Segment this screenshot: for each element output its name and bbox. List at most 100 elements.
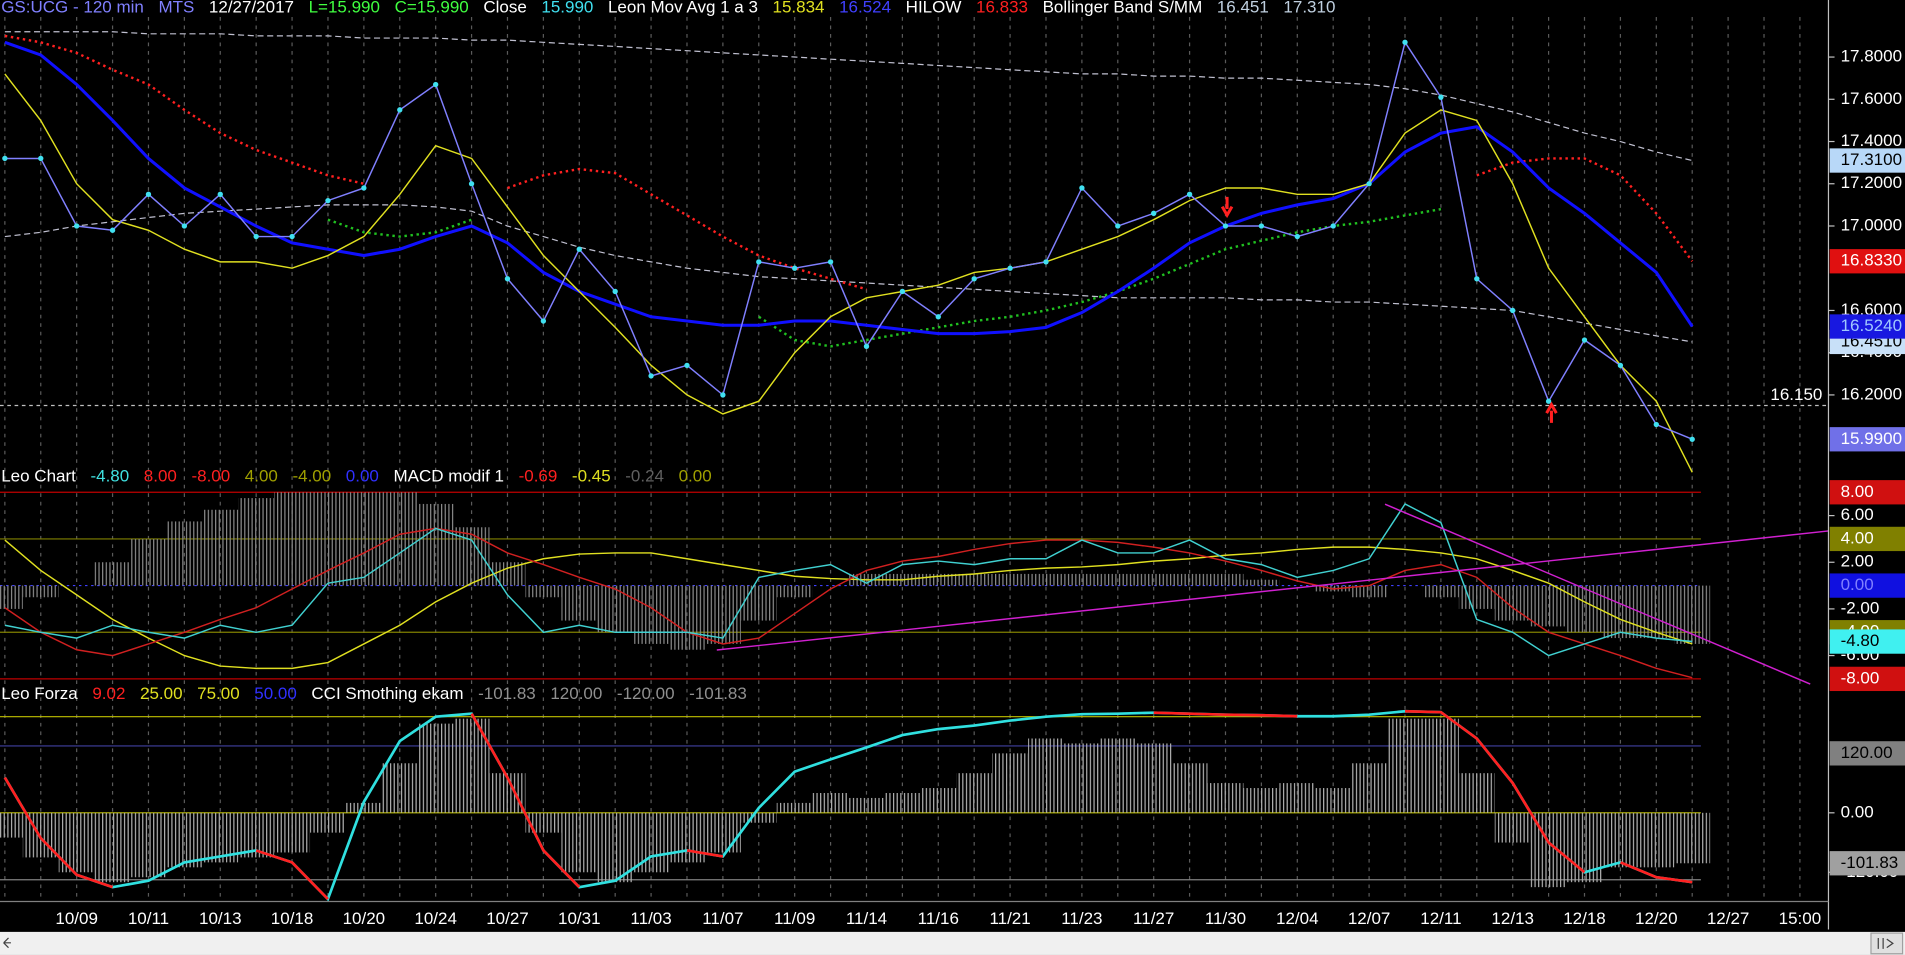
histogram-bar xyxy=(381,763,418,813)
x-tick-label: 12/11 xyxy=(1420,909,1461,928)
histogram-bar xyxy=(920,788,957,813)
data-point xyxy=(38,155,44,162)
histogram-bar xyxy=(1028,573,1064,586)
histogram-bar xyxy=(1422,585,1459,598)
y-tick-label: -2.00 xyxy=(1841,598,1880,617)
data-point xyxy=(1115,223,1121,229)
value-box-label: -8.00 xyxy=(1841,668,1880,687)
data-point xyxy=(217,191,223,197)
scrollbar-track[interactable] xyxy=(0,931,1905,955)
header-value: -0.69 xyxy=(519,467,558,486)
histogram-bar xyxy=(166,521,203,586)
series-line xyxy=(1619,861,1693,884)
histogram-bar xyxy=(776,585,813,598)
header-value: -0.24 xyxy=(625,467,664,486)
header-value: 0.00 xyxy=(346,467,379,486)
header-value: 120.00 xyxy=(550,684,602,703)
histogram-bar xyxy=(1566,585,1603,633)
x-tick-label: 11/09 xyxy=(774,909,815,928)
header-value: Leon Mov Avg 1 a 3 xyxy=(608,0,758,17)
panel-title: Leo Forza xyxy=(1,684,78,703)
header-value: 75.00 xyxy=(197,684,240,703)
histogram-bar xyxy=(489,562,526,586)
header-value: 16.524 xyxy=(839,0,891,17)
data-point xyxy=(1294,233,1300,240)
histogram-bar xyxy=(740,812,777,823)
data-point xyxy=(361,185,367,191)
histogram-bar xyxy=(0,812,23,838)
histogram-bar xyxy=(453,527,490,586)
x-tick-label: 15:00 xyxy=(1779,909,1822,928)
data-point xyxy=(576,246,582,252)
histogram-bar xyxy=(956,573,993,586)
histogram-bar xyxy=(525,585,562,598)
histogram-bar xyxy=(1458,773,1495,813)
header-value: 15.834 xyxy=(773,0,825,17)
histogram-bar xyxy=(310,812,346,833)
header-value: 8.00 xyxy=(144,467,177,486)
trend-line xyxy=(1384,503,1811,685)
series-line xyxy=(3,776,114,889)
y-tick-label: 17.8000 xyxy=(1841,47,1902,66)
value-box xyxy=(1829,249,1905,274)
x-tick-label: 12/07 xyxy=(1348,909,1391,928)
data-point xyxy=(612,288,618,295)
value-box-label: 16.8330 xyxy=(1841,251,1902,270)
data-point xyxy=(109,227,116,233)
series-line xyxy=(1153,711,1298,718)
scroll-left[interactable] xyxy=(3,937,11,949)
histogram-bar xyxy=(1135,573,1172,586)
histogram-bar xyxy=(1458,585,1495,609)
histogram-bar xyxy=(1494,585,1531,621)
series-line xyxy=(327,207,1442,348)
x-tick-label: 11/16 xyxy=(918,909,959,928)
x-tick-label: 11/27 xyxy=(1133,909,1174,928)
y-tick-label: 16.6000 xyxy=(1841,300,1902,319)
axis: 10/09 10/11 10/13 10/18 10/20 10/24 10/27 10/31… xyxy=(1,0,1905,928)
data-point xyxy=(1366,181,1372,187)
scroll-right[interactable] xyxy=(1870,932,1904,955)
y-tick-label: 16.2000 xyxy=(1841,384,1902,403)
x-tick-label: 12/13 xyxy=(1491,909,1534,928)
header-value: 0.00 xyxy=(679,467,712,486)
histogram-bar xyxy=(956,773,993,813)
value-box-label: 16.5240 xyxy=(1841,316,1902,335)
histogram-bar xyxy=(130,538,167,586)
histogram-bar xyxy=(597,585,634,633)
data-point xyxy=(468,181,475,187)
panel-header: Leo Forza 9.02 25.00 75.00 50.00 CCI Smothing… xyxy=(1,684,747,703)
histogram-bar xyxy=(1351,585,1388,598)
series-line xyxy=(686,849,724,858)
histogram-bar xyxy=(1063,743,1100,813)
series-line xyxy=(4,527,1693,679)
header-value: HILOW xyxy=(906,0,962,17)
data-point xyxy=(1581,337,1588,343)
histogram-bar xyxy=(812,792,849,813)
histogram-bar xyxy=(1171,763,1208,813)
value-box xyxy=(1829,629,1905,654)
data-point xyxy=(432,81,439,88)
header-value: C=15.990 xyxy=(395,0,469,17)
histogram-bar xyxy=(669,812,705,863)
data-point xyxy=(145,191,152,197)
value-box-label: -4.80 xyxy=(1841,631,1880,650)
data-point xyxy=(253,233,259,240)
histogram-bar xyxy=(597,812,634,883)
histogram-bar xyxy=(1207,573,1244,586)
x-tick-label: 12/04 xyxy=(1276,909,1319,928)
series-line xyxy=(1405,709,1586,874)
histogram-bar xyxy=(345,492,382,586)
histogram-bar xyxy=(633,812,670,873)
histogram-bar xyxy=(920,573,957,586)
value-box xyxy=(1829,741,1905,766)
x-tick-label: 10/11 xyxy=(128,909,169,928)
header-value: -120.00 xyxy=(617,684,675,703)
scrollbar[interactable] xyxy=(0,931,1905,955)
histogram-bar xyxy=(130,812,167,878)
histogram-bar xyxy=(1602,585,1639,639)
value-box xyxy=(1829,480,1905,505)
data-point xyxy=(397,107,403,113)
data-point xyxy=(1258,223,1265,229)
x-tick-label: 11/21 xyxy=(989,909,1030,928)
header-value: 9.02 xyxy=(92,684,125,703)
